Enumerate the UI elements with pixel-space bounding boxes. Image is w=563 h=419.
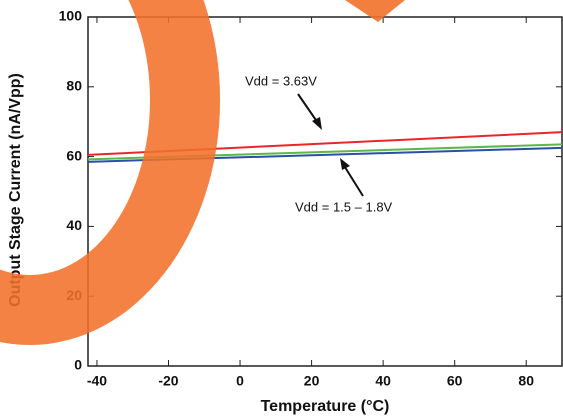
y-tick-label: 80 — [66, 78, 82, 94]
x-tick-label: 40 — [375, 373, 391, 389]
annotation: Vdd = 3.63V — [245, 73, 317, 88]
y-tick-label: 60 — [66, 147, 82, 163]
annotation: Vdd = 1.5 – 1.8V — [295, 199, 393, 214]
plot-frame — [87, 16, 563, 367]
x-tick-label: 60 — [447, 373, 463, 389]
y-tick-label: 40 — [66, 217, 82, 233]
x-tick-label: 0 — [236, 373, 244, 389]
arrowhead — [340, 158, 350, 170]
arrow — [342, 163, 364, 197]
overlay-triangle — [345, 0, 405, 22]
x-tick-label: 20 — [304, 373, 320, 389]
x-tick-label: -20 — [158, 373, 178, 389]
y-axis-label: Output Stage Current (nA/Vpp) — [7, 73, 24, 307]
x-tick-label: 80 — [518, 373, 534, 389]
overlay-ring — [0, 0, 220, 345]
x-tick-label: -40 — [87, 373, 107, 389]
arrowhead — [312, 117, 322, 130]
x-axis-label: Temperature (°C) — [261, 398, 390, 415]
y-tick-label: 0 — [74, 357, 82, 373]
y-tick-label: 100 — [59, 8, 83, 24]
